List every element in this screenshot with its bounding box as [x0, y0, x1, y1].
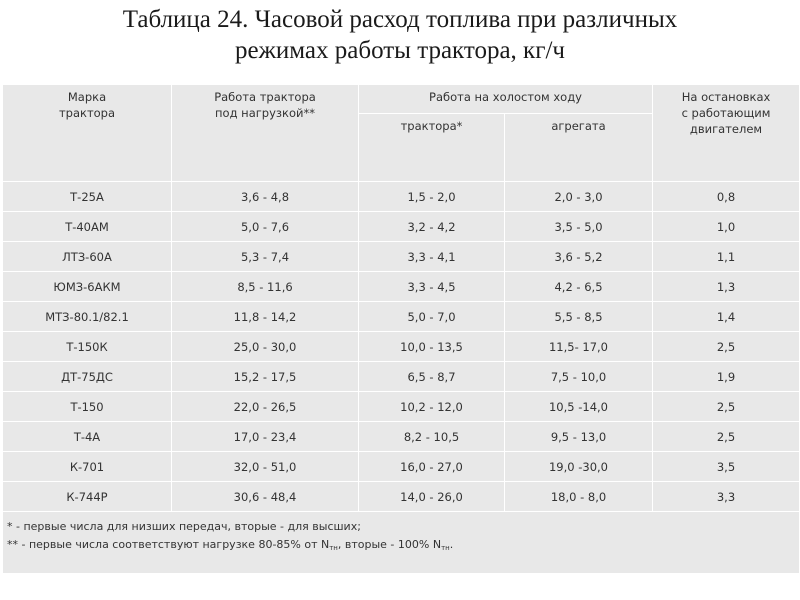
cell-load: 22,0 - 26,5: [171, 391, 359, 422]
cell-idle-unit: 18,0 - 8,0: [503, 481, 654, 512]
cell-brand: Т-150К: [2, 331, 172, 362]
cell-load: 32,0 - 51,0: [171, 451, 359, 482]
cell-idle-tractor: 14,0 - 26,0: [358, 481, 505, 512]
cell-stops: 3,5: [652, 451, 800, 482]
cell-brand: ЛТЗ-60А: [2, 241, 172, 272]
table-row: Т-25А 3,6 - 4,8 1,5 - 2,0 2,0 - 3,0 0,8: [2, 181, 800, 212]
cell-idle-unit: 5,5 - 8,5: [503, 301, 654, 332]
table-row: Т-40АМ 5,0 - 7,6 3,2 - 4,2 3,5 - 5,0 1,0: [2, 211, 800, 242]
cell-load: 11,8 - 14,2: [171, 301, 359, 332]
cell-idle-tractor: 10,0 - 13,5: [358, 331, 505, 362]
cell-brand: ЮМЗ-6АКМ: [2, 271, 172, 302]
page-title: Таблица 24. Часовой расход топлива при р…: [0, 4, 800, 66]
cell-idle-tractor: 1,5 - 2,0: [358, 181, 505, 212]
table-row: ДТ-75ДС 15,2 - 17,5 6,5 - 8,7 7,5 - 10,0 1,9: [2, 361, 800, 392]
cell-stops: 3,3: [652, 481, 800, 512]
cell-load: 15,2 - 17,5: [171, 361, 359, 392]
cell-brand: ДТ-75ДС: [2, 361, 172, 392]
cell-idle-tractor: 3,3 - 4,1: [358, 241, 505, 272]
header-stops: На остановках с работающим двигателем: [652, 84, 800, 182]
table-row: ЛТЗ-60А 5,3 - 7,4 3,3 - 4,1 3,6 - 5,2 1,1: [2, 241, 800, 272]
cell-idle-unit: 3,6 - 5,2: [503, 241, 654, 272]
footnote-2: ** - первые числа соответствуют нагрузке…: [7, 538, 454, 552]
cell-idle-tractor: 6,5 - 8,7: [358, 361, 505, 392]
cell-idle-tractor: 5,0 - 7,0: [358, 301, 505, 332]
cell-stops: 1,9: [652, 361, 800, 392]
fuel-consumption-table: Марка трактора Работа трактора под нагру…: [1, 84, 800, 574]
cell-idle-tractor: 10,2 - 12,0: [358, 391, 505, 422]
cell-idle-tractor: 3,2 - 4,2: [358, 211, 505, 242]
cell-stops: 2,5: [652, 391, 800, 422]
cell-load: 25,0 - 30,0: [171, 331, 359, 362]
cell-brand: Т-150: [2, 391, 172, 422]
cell-stops: 2,5: [652, 331, 800, 362]
cell-idle-unit: 3,5 - 5,0: [503, 211, 654, 242]
cell-idle-unit: 9,5 - 13,0: [503, 421, 654, 452]
cell-idle-tractor: 16,0 - 27,0: [358, 451, 505, 482]
title-line-1: Таблица 24. Часовой расход топлива при р…: [122, 6, 678, 33]
cell-stops: 2,5: [652, 421, 800, 452]
cell-idle-tractor: 3,3 - 4,5: [358, 271, 505, 302]
table-row: Т-150 22,0 - 26,5 10,2 - 12,0 10,5 -14,0 2,5: [2, 391, 800, 422]
cell-load: 30,6 - 48,4: [171, 481, 359, 512]
cell-load: 5,0 - 7,6: [171, 211, 359, 242]
cell-idle-unit: 10,5 -14,0: [503, 391, 654, 422]
footnote-1: * - первые числа для низших передач, вто…: [7, 520, 361, 533]
cell-brand: Т-40АМ: [2, 211, 172, 242]
cell-stops: 1,0: [652, 211, 800, 242]
cell-load: 8,5 - 11,6: [171, 271, 359, 302]
table-row: ЮМЗ-6АКМ 8,5 - 11,6 3,3 - 4,5 4,2 - 6,5 1,3: [2, 271, 800, 302]
cell-load: 5,3 - 7,4: [171, 241, 359, 272]
cell-idle-unit: 11,5- 17,0: [503, 331, 654, 362]
cell-load: 3,6 - 4,8: [171, 181, 359, 212]
table-row: МТЗ-80.1/82.1 11,8 - 14,2 5,0 - 7,0 5,5 - 8…: [2, 301, 800, 332]
table-body: Т-25А 3,6 - 4,8 1,5 - 2,0 2,0 - 3,0 0,8 Т-40А…: [2, 181, 800, 512]
header-load: Работа трактора под нагрузкой**: [171, 84, 359, 182]
table-row: Т-150К 25,0 - 30,0 10,0 - 13,5 11,5- 17,0 2,…: [2, 331, 800, 362]
cell-idle-unit: 4,2 - 6,5: [503, 271, 654, 302]
header-idle-tractor: трактора*: [358, 113, 505, 182]
cell-brand: К-744Р: [2, 481, 172, 512]
header-brand: Марка трактора: [2, 84, 172, 182]
cell-stops: 1,4: [652, 301, 800, 332]
header-idle-unit: агрегата: [503, 113, 654, 182]
table-row: К-701 32,0 - 51,0 16,0 - 27,0 19,0 -30,0 3,5: [2, 451, 800, 482]
header-idle: Работа на холостом ходу: [357, 84, 654, 114]
title-line-2: режимах работы трактора, кг/ч: [235, 37, 565, 64]
cell-idle-unit: 2,0 - 3,0: [503, 181, 654, 212]
table-row: К-744Р 30,6 - 48,4 14,0 - 26,0 18,0 - 8,0 3,…: [2, 481, 800, 512]
footnotes: * - первые числа для низших передач, вто…: [1, 511, 800, 574]
cell-brand: МТЗ-80.1/82.1: [2, 301, 172, 332]
table-row: Т-4А 17,0 - 23,4 8,2 - 10,5 9,5 - 13,0 2,5: [2, 421, 800, 452]
cell-stops: 1,3: [652, 271, 800, 302]
cell-stops: 0,8: [652, 181, 800, 212]
cell-stops: 1,1: [652, 241, 800, 272]
cell-load: 17,0 - 23,4: [171, 421, 359, 452]
cell-brand: Т-4А: [2, 421, 172, 452]
cell-brand: К-701: [2, 451, 172, 482]
cell-brand: Т-25А: [2, 181, 172, 212]
cell-idle-tractor: 8,2 - 10,5: [358, 421, 505, 452]
cell-idle-unit: 7,5 - 10,0: [503, 361, 654, 392]
cell-idle-unit: 19,0 -30,0: [503, 451, 654, 482]
